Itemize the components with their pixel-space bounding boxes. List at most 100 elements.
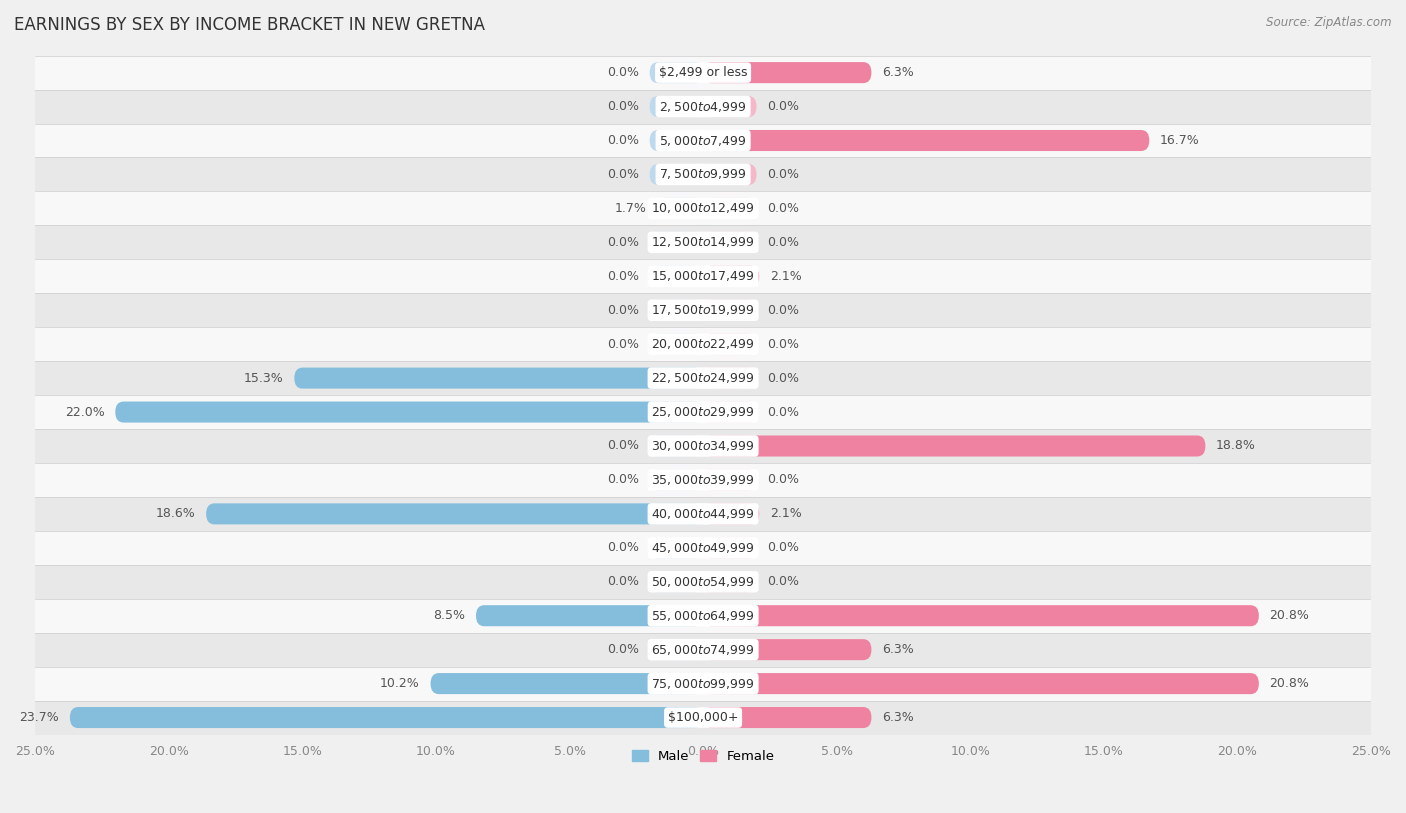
Bar xyxy=(35,124,1371,158)
Text: $25,000 to $29,999: $25,000 to $29,999 xyxy=(651,405,755,419)
Text: 0.0%: 0.0% xyxy=(768,236,799,249)
Text: 0.0%: 0.0% xyxy=(607,473,638,486)
Text: 0.0%: 0.0% xyxy=(768,406,799,419)
Bar xyxy=(35,667,1371,701)
Text: 0.0%: 0.0% xyxy=(607,440,638,453)
Bar xyxy=(35,497,1371,531)
FancyBboxPatch shape xyxy=(650,333,703,354)
Text: 0.0%: 0.0% xyxy=(607,270,638,283)
Text: 18.6%: 18.6% xyxy=(156,507,195,520)
FancyBboxPatch shape xyxy=(650,130,703,151)
Text: $50,000 to $54,999: $50,000 to $54,999 xyxy=(651,575,755,589)
FancyBboxPatch shape xyxy=(703,469,756,490)
Text: 0.0%: 0.0% xyxy=(768,337,799,350)
Text: 16.7%: 16.7% xyxy=(1160,134,1199,147)
FancyBboxPatch shape xyxy=(703,300,756,321)
Text: 8.5%: 8.5% xyxy=(433,609,465,622)
FancyBboxPatch shape xyxy=(650,469,703,490)
FancyBboxPatch shape xyxy=(115,402,703,423)
Text: 0.0%: 0.0% xyxy=(768,576,799,589)
FancyBboxPatch shape xyxy=(650,266,703,287)
Text: $55,000 to $64,999: $55,000 to $64,999 xyxy=(651,609,755,623)
Text: $2,500 to $4,999: $2,500 to $4,999 xyxy=(659,99,747,114)
FancyBboxPatch shape xyxy=(703,333,756,354)
Text: 6.3%: 6.3% xyxy=(882,643,914,656)
FancyBboxPatch shape xyxy=(477,605,703,626)
Text: 20.8%: 20.8% xyxy=(1270,677,1309,690)
Legend: Male, Female: Male, Female xyxy=(627,745,780,768)
FancyBboxPatch shape xyxy=(650,232,703,253)
Text: $15,000 to $17,499: $15,000 to $17,499 xyxy=(651,269,755,283)
Bar xyxy=(35,259,1371,293)
Text: 20.8%: 20.8% xyxy=(1270,609,1309,622)
Bar xyxy=(35,701,1371,734)
FancyBboxPatch shape xyxy=(658,198,703,219)
Bar xyxy=(35,531,1371,565)
Bar xyxy=(35,633,1371,667)
Text: 2.1%: 2.1% xyxy=(770,507,801,520)
Text: $20,000 to $22,499: $20,000 to $22,499 xyxy=(651,337,755,351)
FancyBboxPatch shape xyxy=(703,164,756,185)
FancyBboxPatch shape xyxy=(703,198,756,219)
FancyBboxPatch shape xyxy=(703,232,756,253)
FancyBboxPatch shape xyxy=(650,639,703,660)
Text: 0.0%: 0.0% xyxy=(768,473,799,486)
Text: 0.0%: 0.0% xyxy=(768,168,799,181)
Text: 2.1%: 2.1% xyxy=(770,270,801,283)
FancyBboxPatch shape xyxy=(703,707,872,728)
Text: $35,000 to $39,999: $35,000 to $39,999 xyxy=(651,473,755,487)
FancyBboxPatch shape xyxy=(703,503,759,524)
Text: $5,000 to $7,499: $5,000 to $7,499 xyxy=(659,133,747,147)
Text: 0.0%: 0.0% xyxy=(607,337,638,350)
Text: 0.0%: 0.0% xyxy=(768,100,799,113)
Text: 0.0%: 0.0% xyxy=(607,304,638,317)
Text: 0.0%: 0.0% xyxy=(607,168,638,181)
Text: $65,000 to $74,999: $65,000 to $74,999 xyxy=(651,642,755,657)
Text: $100,000+: $100,000+ xyxy=(668,711,738,724)
Text: 15.3%: 15.3% xyxy=(243,372,284,385)
Text: 0.0%: 0.0% xyxy=(768,541,799,554)
Text: 0.0%: 0.0% xyxy=(607,236,638,249)
Text: 0.0%: 0.0% xyxy=(607,576,638,589)
FancyBboxPatch shape xyxy=(703,673,1258,694)
Text: $40,000 to $44,999: $40,000 to $44,999 xyxy=(651,506,755,521)
Text: 6.3%: 6.3% xyxy=(882,711,914,724)
Bar xyxy=(35,158,1371,191)
FancyBboxPatch shape xyxy=(207,503,703,524)
Text: 22.0%: 22.0% xyxy=(65,406,104,419)
FancyBboxPatch shape xyxy=(650,62,703,83)
FancyBboxPatch shape xyxy=(703,605,1258,626)
Bar xyxy=(35,55,1371,89)
FancyBboxPatch shape xyxy=(650,436,703,457)
Text: $45,000 to $49,999: $45,000 to $49,999 xyxy=(651,541,755,554)
Text: 10.2%: 10.2% xyxy=(380,677,420,690)
Text: 1.7%: 1.7% xyxy=(614,202,647,215)
Bar xyxy=(35,361,1371,395)
Text: 23.7%: 23.7% xyxy=(20,711,59,724)
Text: 0.0%: 0.0% xyxy=(607,66,638,79)
FancyBboxPatch shape xyxy=(430,673,703,694)
Text: $30,000 to $34,999: $30,000 to $34,999 xyxy=(651,439,755,453)
Text: EARNINGS BY SEX BY INCOME BRACKET IN NEW GRETNA: EARNINGS BY SEX BY INCOME BRACKET IN NEW… xyxy=(14,16,485,34)
FancyBboxPatch shape xyxy=(650,300,703,321)
Text: 0.0%: 0.0% xyxy=(768,304,799,317)
Text: $7,500 to $9,999: $7,500 to $9,999 xyxy=(659,167,747,181)
Bar xyxy=(35,429,1371,463)
Bar xyxy=(35,225,1371,259)
Text: $12,500 to $14,999: $12,500 to $14,999 xyxy=(651,235,755,250)
Text: Source: ZipAtlas.com: Source: ZipAtlas.com xyxy=(1267,16,1392,29)
FancyBboxPatch shape xyxy=(703,62,872,83)
Bar xyxy=(35,327,1371,361)
Text: $75,000 to $99,999: $75,000 to $99,999 xyxy=(651,676,755,690)
Bar xyxy=(35,89,1371,124)
FancyBboxPatch shape xyxy=(650,164,703,185)
FancyBboxPatch shape xyxy=(703,402,756,423)
Text: 0.0%: 0.0% xyxy=(607,134,638,147)
Text: 6.3%: 6.3% xyxy=(882,66,914,79)
Text: 0.0%: 0.0% xyxy=(768,202,799,215)
Bar xyxy=(35,598,1371,633)
FancyBboxPatch shape xyxy=(70,707,703,728)
Bar xyxy=(35,293,1371,327)
Text: 0.0%: 0.0% xyxy=(607,643,638,656)
FancyBboxPatch shape xyxy=(703,639,872,660)
